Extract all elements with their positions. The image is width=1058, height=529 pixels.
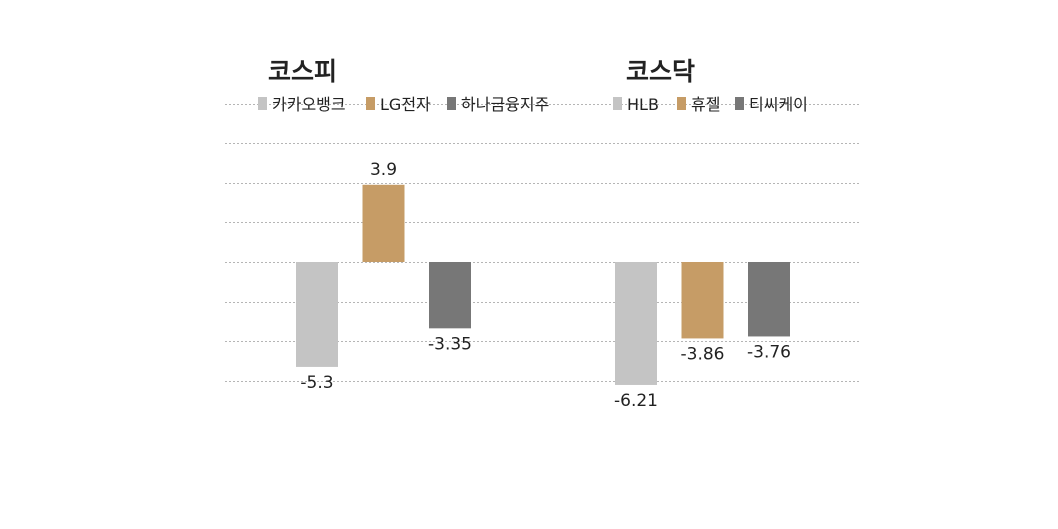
panel-title-kospi: 코스피	[268, 57, 337, 86]
bar-kosdaq-0	[615, 262, 657, 385]
bar-kosdaq-2	[748, 262, 790, 337]
legend-swatch-hlb	[613, 97, 622, 110]
bar-kospi-2	[429, 262, 471, 329]
bars	[296, 184, 790, 385]
legend-kospi: 카카오뱅크 LG전자 하나금융지주	[258, 95, 549, 114]
legend-label-kakaobank: 카카오뱅크	[272, 95, 346, 114]
legend-label-lg-electronics: LG전자	[380, 95, 431, 114]
legend-label-hugel: 휴젤	[691, 95, 720, 114]
value-label-kospi-1: 3.9	[370, 160, 397, 180]
legend-label-hana-financial: 하나금융지주	[461, 95, 549, 114]
legend-label-hlb: HLB	[627, 95, 659, 114]
legend-swatch-hana-financial	[447, 97, 456, 110]
legend-swatch-kakaobank	[258, 97, 267, 110]
legend-swatch-lg-electronics	[366, 97, 375, 110]
legend-kosdaq: HLB 휴젤 티씨케이	[613, 95, 808, 114]
legend-label-tck: 티씨케이	[749, 95, 808, 114]
panel-title-kosdaq: 코스닥	[626, 57, 695, 86]
value-label-kosdaq-2: -3.76	[747, 342, 791, 362]
value-label-kosdaq-1: -3.86	[681, 344, 725, 364]
value-labels: -5.3 3.9 -3.35 -6.21 -3.86 -3.76	[300, 160, 791, 411]
value-label-kospi-0: -5.3	[300, 373, 333, 393]
bar-kospi-0	[296, 262, 338, 367]
legend-swatch-hugel	[677, 97, 686, 110]
value-label-kosdaq-0: -6.21	[614, 391, 658, 411]
bar-kosdaq-1	[681, 262, 724, 339]
value-label-kospi-2: -3.35	[428, 334, 472, 354]
bar-kospi-1	[362, 184, 405, 262]
legend-swatch-tck	[735, 97, 744, 110]
